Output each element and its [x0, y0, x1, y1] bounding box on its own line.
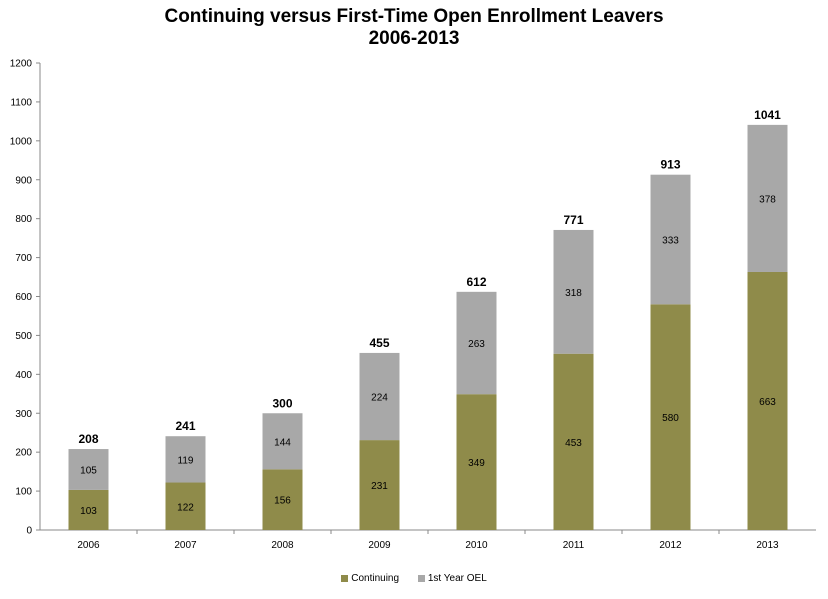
- x-tick-label: 2008: [271, 540, 294, 551]
- y-tick-label: 500: [15, 331, 32, 342]
- data-label-continuing: 122: [177, 502, 194, 513]
- bar-segment-continuing: [456, 394, 497, 530]
- data-label-first-year-oel: 333: [662, 235, 679, 246]
- y-tick-label: 700: [15, 253, 32, 264]
- y-tick-label: 1100: [10, 97, 32, 108]
- y-tick-label: 800: [15, 214, 32, 225]
- x-tick-label: 2006: [77, 540, 100, 551]
- total-label: 241: [175, 419, 195, 433]
- bar-segment-continuing: [68, 489, 109, 530]
- chart-subtitle: 2006-2013: [368, 28, 460, 49]
- data-label-first-year-oel: 144: [274, 437, 291, 448]
- data-label-first-year-oel: 378: [759, 194, 776, 205]
- legend-label-first-year-oel: 1st Year OEL: [427, 573, 487, 584]
- bar-segment-first-year-oel: [262, 413, 303, 470]
- legend-swatch-continuing: [341, 575, 349, 582]
- bar-segment-continuing: [553, 353, 594, 530]
- y-tick-label: 1000: [10, 136, 33, 147]
- data-label-first-year-oel: 224: [371, 393, 388, 404]
- data-label-continuing: 349: [468, 458, 485, 469]
- bar-segment-continuing: [747, 271, 788, 530]
- bar-segment-first-year-oel: [747, 124, 788, 272]
- y-tick-label: 900: [15, 175, 32, 186]
- bar-segment-first-year-oel: [68, 449, 109, 490]
- bar-segment-first-year-oel: [456, 291, 497, 395]
- total-label: 913: [660, 158, 680, 172]
- total-label: 208: [78, 432, 98, 446]
- y-tick-label: 100: [15, 487, 32, 498]
- data-label-continuing: 663: [759, 397, 776, 408]
- bar-segment-continuing: [262, 469, 303, 530]
- data-label-first-year-oel: 119: [178, 455, 194, 466]
- x-tick-label: 2009: [368, 540, 391, 551]
- legend-item-first-year-oel: 1st Year OEL: [417, 573, 487, 584]
- bar-segment-continuing: [650, 304, 691, 530]
- bar-segment-first-year-oel: [165, 436, 206, 483]
- bar-segment-continuing: [359, 440, 400, 530]
- bar-segment-first-year-oel: [650, 174, 691, 305]
- stacked-bar-chart: 0 100 200 300 400 500 600 700 800 900 1000 1100 1200…: [10, 59, 816, 551]
- data-label-continuing: 453: [565, 438, 582, 449]
- legend-item-continuing: Continuing: [341, 573, 399, 584]
- data-label-continuing: 231: [371, 481, 388, 492]
- chart-title: Continuing versus First-Time Open Enroll…: [164, 6, 664, 27]
- x-tick-label: 2013: [756, 540, 779, 551]
- data-label-continuing: 103: [80, 506, 97, 517]
- y-tick-label: 300: [15, 409, 32, 420]
- y-tick-label: 200: [15, 448, 32, 459]
- legend-swatch-first-year-oel: [417, 575, 425, 582]
- data-label-first-year-oel: 105: [80, 465, 97, 476]
- x-tick-label: 2007: [174, 540, 197, 551]
- total-label: 455: [369, 336, 389, 350]
- total-label: 1041: [754, 108, 781, 122]
- y-tick-label: 600: [15, 292, 32, 303]
- y-tick-label: 0: [26, 526, 32, 537]
- bar-segment-first-year-oel: [359, 352, 400, 441]
- legend-label-continuing: Continuing: [351, 573, 400, 584]
- bar-segment-first-year-oel: [553, 229, 594, 354]
- x-tick-label: 2011: [563, 540, 585, 551]
- x-tick-label: 2010: [465, 540, 488, 551]
- total-label: 771: [563, 213, 583, 227]
- x-tick-label: 2012: [659, 540, 682, 551]
- legend: Continuing 1st Year OEL: [0, 573, 828, 585]
- bar-segment-continuing: [165, 482, 206, 530]
- data-label-first-year-oel: 318: [565, 288, 582, 299]
- y-tick-label: 1200: [10, 59, 33, 70]
- total-label: 612: [466, 275, 486, 289]
- data-label-continuing: 580: [662, 413, 679, 424]
- data-label-continuing: 156: [274, 496, 291, 507]
- total-label: 300: [272, 396, 292, 410]
- data-label-first-year-oel: 263: [468, 339, 485, 350]
- y-tick-label: 400: [15, 370, 32, 381]
